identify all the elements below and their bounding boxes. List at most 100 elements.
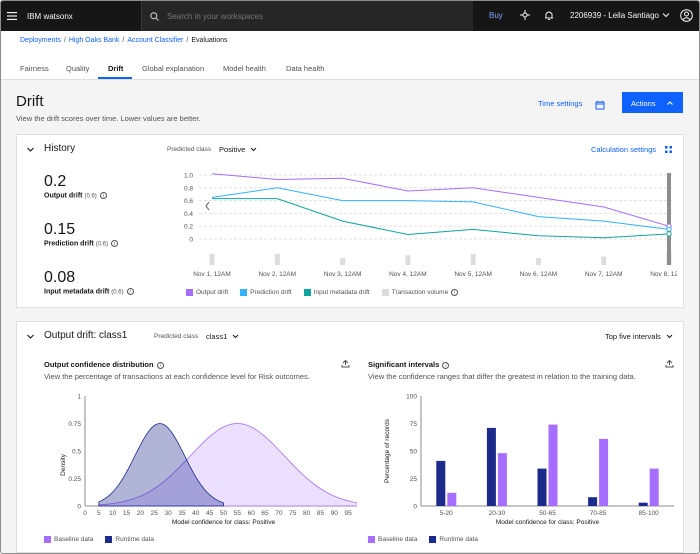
y-tick-label: 0	[413, 504, 417, 511]
x-tick-label: 25	[151, 510, 159, 517]
info-icon[interactable]: i	[99, 192, 107, 199]
legend-runtime-data[interactable]: Runtime data	[429, 536, 478, 543]
y-tick-label: 0.8	[184, 185, 193, 192]
y-tick-label: 0.4	[184, 211, 193, 218]
tab-global-explanation[interactable]: Global explanation	[142, 64, 205, 73]
prediction-drift-value: 0.15	[44, 221, 76, 238]
bar	[537, 468, 547, 506]
series-point	[666, 231, 672, 237]
legend-prediction-drift[interactable]: Prediction drift	[240, 289, 292, 296]
predicted-class-dropdown[interactable]: class1	[206, 332, 228, 341]
collapse-chevron-icon[interactable]	[26, 145, 35, 154]
chevron-left-icon	[205, 201, 210, 211]
legend-output-drift[interactable]: Output drift	[186, 289, 228, 296]
tab-quality[interactable]: Quality	[66, 64, 90, 73]
legend-runtime-data[interactable]: Runtime data	[105, 536, 154, 543]
predicted-class-label: Predicted class	[154, 333, 199, 340]
input-metadata-drift-label: Input metadata drift (0.6) i	[44, 288, 134, 295]
bar	[649, 468, 659, 506]
output-drift-label: Output drift (0.6) i	[44, 192, 107, 199]
legend-baseline-data[interactable]: Baseline data	[368, 536, 417, 543]
tab-model-health[interactable]: Model health	[223, 64, 266, 73]
actions-button[interactable]: Actions	[622, 92, 683, 113]
calculation-settings-link[interactable]: Calculation settings	[591, 145, 657, 154]
info-icon[interactable]: i	[111, 240, 119, 247]
intervals-bar-chart[interactable]: 0 25 50 75 100 Model confidence for class: Po…	[361, 388, 677, 538]
chevron-down-icon[interactable]	[665, 332, 674, 341]
y-axis-label: Density	[60, 453, 67, 475]
collapse-chevron-icon[interactable]	[26, 332, 35, 341]
x-axis-label: Model confidence for class: Positive	[496, 519, 600, 526]
export-icon[interactable]	[341, 359, 350, 368]
prediction-drift-label: Prediction drift (0.6) i	[44, 240, 119, 247]
x-tick-label: 95	[345, 510, 353, 517]
top-nav-bar: IBM watsonx Buy 2206939 - Leila Santiago	[1, 1, 699, 31]
selection-bar	[667, 173, 671, 265]
info-icon[interactable]: i	[156, 361, 164, 369]
history-line-chart[interactable]: 0 0.2 0.4 0.6 0.8 1.0 Nov 1, 12AM Nov 2, 12AM No…	[157, 171, 677, 283]
chevron-down-icon[interactable]	[661, 10, 671, 22]
chevron-down-icon[interactable]	[249, 145, 258, 154]
grid-settings-icon[interactable]	[664, 145, 673, 154]
tab-fairness[interactable]: Fairness	[20, 64, 49, 73]
x-tick-label: 50	[220, 510, 228, 517]
breadcrumb-high-oaks-bank[interactable]: High Oaks Bank	[68, 37, 120, 44]
tab-drift[interactable]: Drift	[108, 64, 124, 73]
bar	[436, 460, 446, 506]
actions-label: Actions	[631, 99, 656, 108]
legend-baseline-data[interactable]: Baseline data	[44, 536, 93, 543]
interval-select-dropdown[interactable]: Top five intervals	[605, 332, 661, 341]
search-bar[interactable]	[141, 1, 473, 31]
time-settings-link[interactable]: Time settings	[538, 99, 583, 108]
intervals-chart-title: Significant intervals i	[368, 360, 450, 369]
y-tick-label: 0.6	[184, 198, 193, 205]
x-tick-label: 5	[97, 510, 101, 517]
breadcrumb-deployments[interactable]: Deployments	[20, 37, 61, 44]
buy-link[interactable]: Buy	[489, 11, 503, 20]
y-tick-label: 75	[410, 421, 418, 428]
volume-bar	[470, 253, 476, 265]
account-switcher[interactable]: 2206939 - Leila Santiago	[570, 11, 659, 20]
info-icon[interactable]: i	[451, 289, 459, 296]
legend-input-metadata-drift[interactable]: Input metadata drift	[303, 289, 370, 296]
bar	[638, 502, 648, 506]
x-axis-label: Model confidence for class: Positive	[172, 519, 276, 526]
predicted-class-dropdown[interactable]: Positive	[219, 145, 246, 154]
output-drift-card: Output drift: class1 Predicted class cla…	[16, 321, 684, 553]
agent-icon[interactable]	[519, 9, 531, 23]
chevron-down-icon[interactable]	[231, 332, 240, 341]
history-title: History	[44, 143, 76, 154]
notification-icon[interactable]	[543, 9, 555, 23]
x-tick-label: Nov 6, 12AM	[520, 271, 558, 278]
x-tick-label: Nov 2, 12AM	[258, 271, 296, 278]
search-input[interactable]	[167, 11, 447, 21]
y-tick-label: 100	[406, 394, 417, 401]
x-tick-label: Nov 3, 12AM	[324, 271, 362, 278]
brand-name[interactable]: IBM watsonx	[27, 11, 73, 21]
confidence-chart-title: Output confidence distribution i	[44, 360, 164, 369]
y-tick-label: 25	[410, 476, 418, 483]
tab-data-health[interactable]: Data health	[286, 64, 325, 73]
calendar-icon[interactable]	[595, 97, 605, 115]
search-icon	[150, 11, 159, 21]
x-tick-label: Nov 1, 12AM	[193, 271, 231, 278]
y-tick-label: 1.0	[184, 173, 193, 180]
info-icon[interactable]: i	[126, 288, 134, 295]
menu-icon[interactable]	[1, 1, 23, 31]
info-icon[interactable]: i	[442, 361, 450, 369]
x-tick-label: Nov 8, 12AM	[650, 271, 677, 278]
y-tick-label: 0.75	[68, 421, 81, 428]
breadcrumb-account-classifier[interactable]: Account Classifier	[127, 37, 184, 44]
user-avatar-icon[interactable]	[680, 9, 693, 24]
intervals-legend: Baseline data Runtime data	[368, 536, 490, 543]
x-tick-label: 5-20	[440, 510, 453, 517]
export-icon[interactable]	[665, 359, 674, 368]
y-tick-label: 50	[410, 449, 418, 456]
x-tick-label: Nov 5, 12AM	[454, 271, 492, 278]
bar	[588, 497, 598, 506]
breadcrumb-current: Evaluations	[191, 37, 228, 44]
bar	[486, 427, 496, 506]
y-tick-label: 0	[189, 237, 193, 244]
legend-transaction-volume[interactable]: Transaction volume i	[381, 289, 459, 296]
